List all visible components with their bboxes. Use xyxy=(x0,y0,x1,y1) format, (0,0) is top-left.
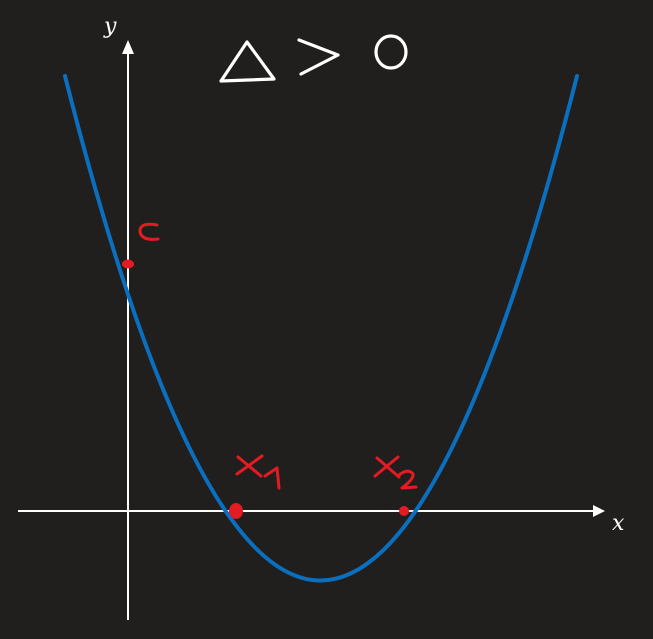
label-x1 xyxy=(235,454,281,490)
zero-digit xyxy=(374,34,408,70)
root-x2: x₂ xyxy=(373,455,418,516)
label-x2 xyxy=(373,455,418,490)
label-x1-subscript-1 xyxy=(263,466,281,490)
x-axis-arrowhead xyxy=(593,505,605,517)
y-intercept-c: c xyxy=(122,222,160,269)
label-x1-x xyxy=(235,454,264,478)
parabola-curve xyxy=(63,74,579,583)
point-x2-marker xyxy=(399,506,409,516)
title-delta-greater-than-zero: Δ > 0 xyxy=(219,34,408,83)
axes: x y xyxy=(18,14,625,620)
label-x2-subscript-2 xyxy=(397,469,418,490)
label-x2-x xyxy=(373,455,401,479)
point-x1-marker xyxy=(229,503,243,519)
point-c-marker xyxy=(122,259,134,269)
greater-than-symbol xyxy=(297,38,340,76)
delta-symbol xyxy=(219,40,276,83)
y-axis-label: y xyxy=(103,14,117,39)
y-axis-arrowhead xyxy=(122,40,134,54)
label-c xyxy=(138,222,160,241)
root-x1: x₁ xyxy=(229,454,281,519)
x-axis-label: x xyxy=(612,511,625,536)
